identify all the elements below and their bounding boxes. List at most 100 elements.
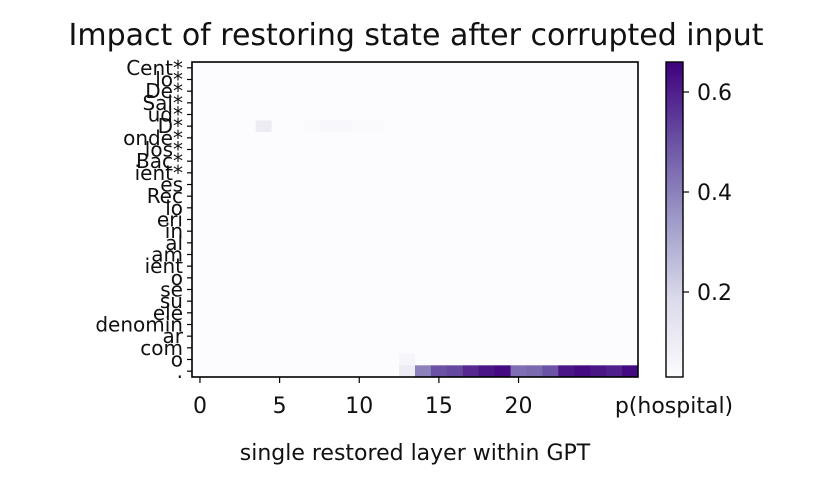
heatmap-cell xyxy=(207,85,225,98)
heatmap-cell xyxy=(494,365,511,378)
heatmap-cell xyxy=(207,307,225,320)
heatmap-cell xyxy=(303,143,320,156)
heatmap-cell xyxy=(351,132,368,145)
heatmap-cell xyxy=(622,120,639,133)
heatmap-cell xyxy=(319,318,336,331)
heatmap-cell xyxy=(287,62,304,75)
heatmap-cell xyxy=(383,155,400,168)
heatmap-cell xyxy=(271,178,288,191)
heatmap-cell xyxy=(399,225,416,238)
heatmap-cell xyxy=(462,167,480,180)
heatmap-cell xyxy=(383,73,400,86)
heatmap-cell xyxy=(351,97,368,110)
heatmap-cell xyxy=(319,190,336,203)
heatmap-cell xyxy=(239,283,257,296)
heatmap-cell xyxy=(351,237,368,250)
heatmap-cell xyxy=(207,272,225,285)
heatmap-cell xyxy=(494,283,511,296)
heatmap-cell xyxy=(558,213,575,226)
heatmap-cell xyxy=(622,178,639,191)
heatmap-cell xyxy=(415,283,432,296)
y-tick-label: . xyxy=(177,359,183,383)
heatmap-cell xyxy=(446,143,464,156)
heatmap-cell xyxy=(574,353,591,366)
heatmap-cell xyxy=(542,143,559,156)
heatmap-cell xyxy=(303,120,320,133)
heatmap-cell xyxy=(415,190,432,203)
heatmap-cell xyxy=(606,342,623,355)
heatmap-cell xyxy=(239,272,257,285)
heatmap-cell xyxy=(383,190,400,203)
heatmap-cell xyxy=(462,213,480,226)
heatmap-cell xyxy=(558,283,575,296)
heatmap-cell xyxy=(558,307,575,320)
heatmap-cell xyxy=(494,330,511,343)
heatmap-cell xyxy=(526,178,543,191)
heatmap-cell xyxy=(367,318,384,331)
heatmap-cell xyxy=(383,178,400,191)
heatmap-cell xyxy=(622,143,639,156)
heatmap-cell xyxy=(223,120,241,133)
heatmap-cell xyxy=(207,202,225,215)
heatmap-cell xyxy=(207,108,225,121)
heatmap-cell xyxy=(255,248,273,261)
heatmap-cell xyxy=(574,132,591,145)
heatmap-cell xyxy=(367,260,384,273)
heatmap-cell xyxy=(542,225,559,238)
heatmap-cell xyxy=(542,318,559,331)
heatmap-cell xyxy=(574,213,591,226)
heatmap-cell xyxy=(415,295,432,308)
heatmap-cell xyxy=(239,85,257,98)
heatmap-cell xyxy=(287,85,304,98)
heatmap-cell xyxy=(383,365,400,378)
heatmap-cell xyxy=(510,97,527,110)
heatmap-cell xyxy=(207,97,225,110)
heatmap-cell xyxy=(192,225,209,238)
heatmap-cell xyxy=(239,178,257,191)
heatmap-cell xyxy=(319,97,336,110)
y-tick-label: su xyxy=(160,289,183,313)
heatmap-cell xyxy=(494,213,511,226)
heatmap-cell xyxy=(415,307,432,320)
heatmap-cell xyxy=(462,260,480,273)
heatmap-cell xyxy=(351,120,368,133)
heatmap-cell xyxy=(271,283,288,296)
heatmap-cell xyxy=(574,248,591,261)
heatmap-cell xyxy=(192,108,209,121)
heatmap-cell xyxy=(430,248,448,261)
heatmap-cell xyxy=(415,365,432,378)
heatmap-cell xyxy=(494,85,511,98)
heatmap-cell xyxy=(319,178,336,191)
heatmap-cell xyxy=(478,108,496,121)
heatmap-cell xyxy=(287,143,304,156)
heatmap-cell xyxy=(351,318,368,331)
heatmap-cell xyxy=(590,260,607,273)
heatmap-cell xyxy=(478,155,496,168)
heatmap-cell xyxy=(192,178,209,191)
heatmap-cell xyxy=(271,132,288,145)
heatmap-cell xyxy=(223,143,241,156)
heatmap-cell xyxy=(478,132,496,145)
heatmap-cell xyxy=(542,295,559,308)
heatmap-cell xyxy=(287,237,304,250)
heatmap-cell xyxy=(590,132,607,145)
heatmap-cell xyxy=(207,132,225,145)
heatmap-cell xyxy=(462,190,480,203)
heatmap-cell xyxy=(462,62,480,75)
heatmap-cell xyxy=(430,225,448,238)
heatmap-cell xyxy=(399,353,416,366)
heatmap-cell xyxy=(255,225,273,238)
heatmap-cell xyxy=(319,283,336,296)
heatmap-cell xyxy=(255,108,273,121)
heatmap-cell xyxy=(207,248,225,261)
heatmap-cell xyxy=(239,330,257,343)
heatmap-cell xyxy=(351,62,368,75)
heatmap-cell xyxy=(239,248,257,261)
heatmap-cell xyxy=(207,283,225,296)
heatmap-cell xyxy=(303,178,320,191)
heatmap-cell xyxy=(590,108,607,121)
heatmap-cell xyxy=(367,342,384,355)
heatmap-cell xyxy=(590,213,607,226)
heatmap-cell xyxy=(223,295,241,308)
heatmap-cell xyxy=(590,272,607,285)
